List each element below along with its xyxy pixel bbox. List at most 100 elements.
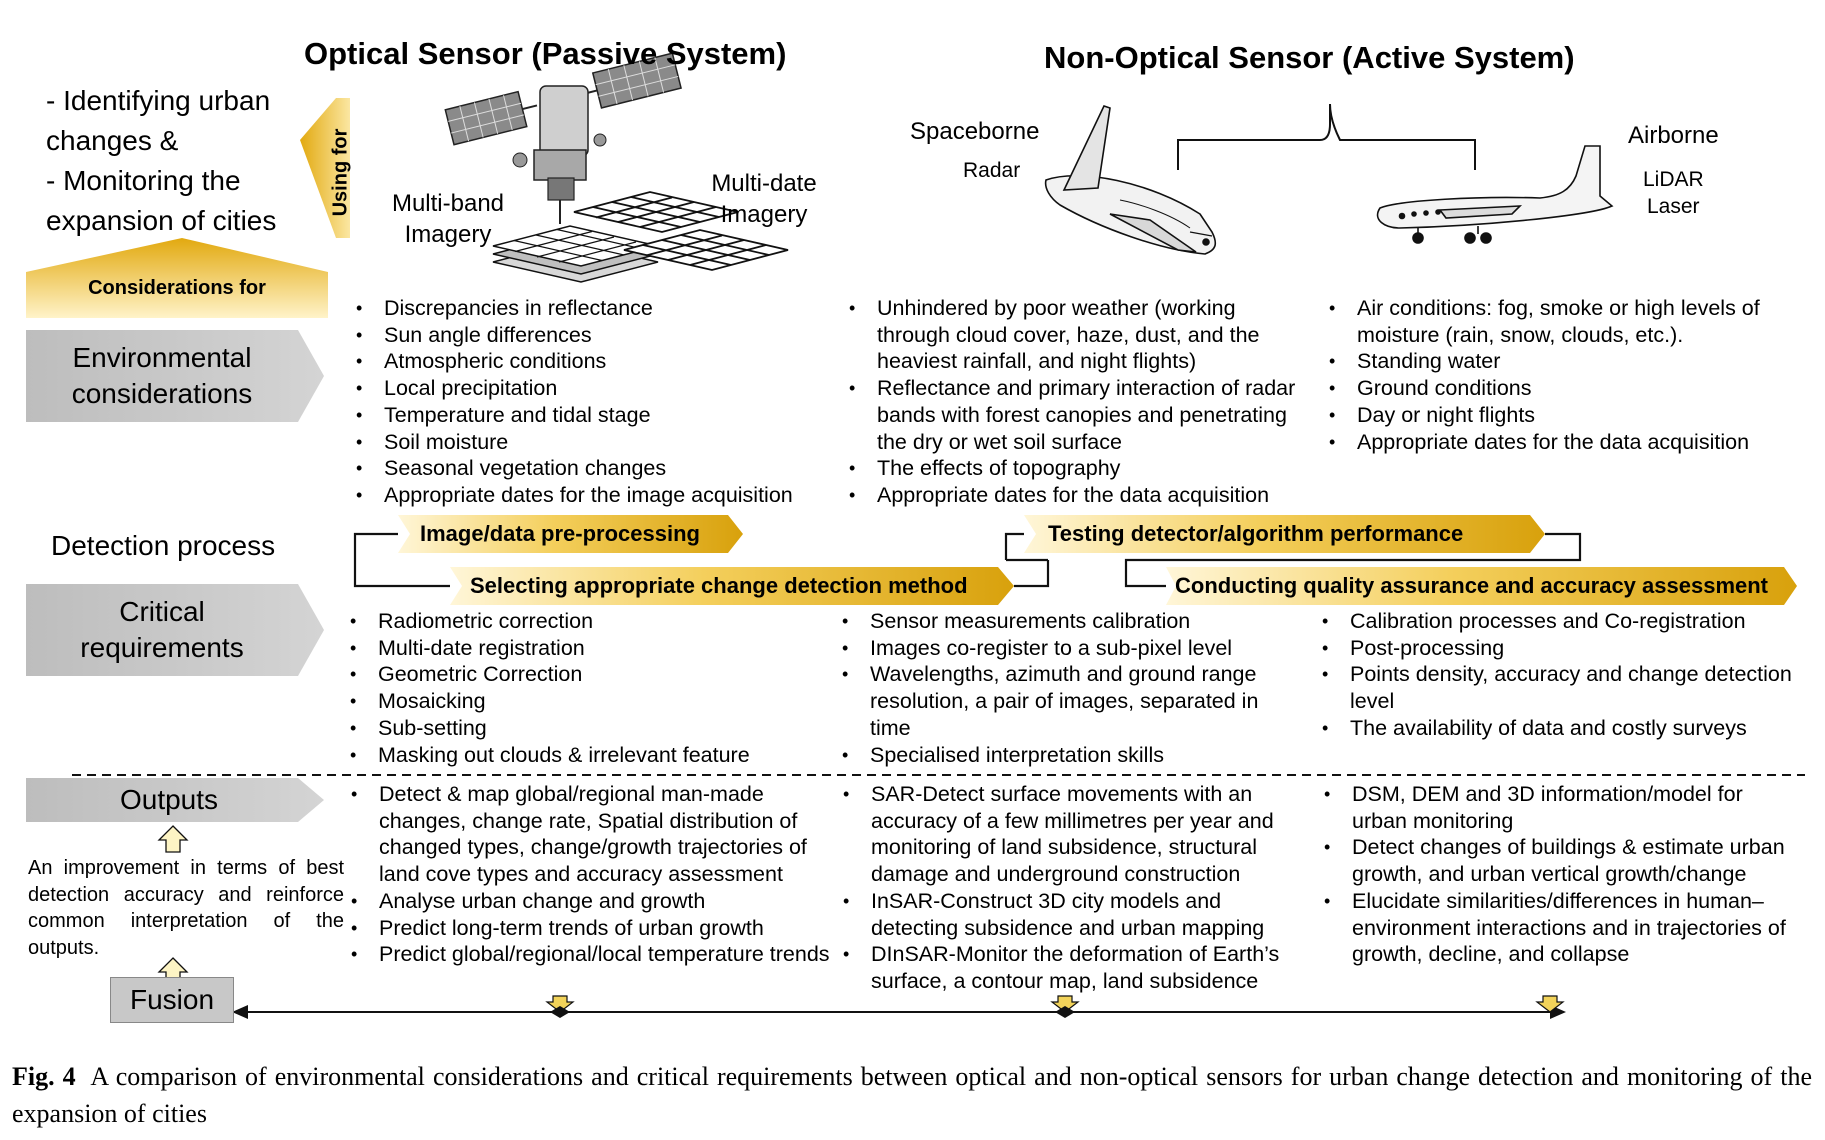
multiband-imagery-icon xyxy=(492,225,659,283)
list-item: Standing water xyxy=(1327,348,1802,375)
list-item: Predict global/regional/local temperatur… xyxy=(349,941,839,968)
outputs-radar-list: SAR-Detect surface movements with an acc… xyxy=(841,781,1311,995)
list-item: Points density, accuracy and change dete… xyxy=(1320,661,1800,714)
multidate-imagery-label: Multi-date Imagery xyxy=(696,168,832,230)
list-item: Seasonal vegetation changes xyxy=(354,455,834,482)
list-item: SAR-Detect surface movements with an acc… xyxy=(841,781,1311,888)
list-item: Detect & map global/regional man-made ch… xyxy=(349,781,839,888)
list-item: Air conditions: fog, smoke or high level… xyxy=(1327,295,1802,348)
list-item: Appropriate dates for the data acquisiti… xyxy=(847,482,1307,509)
multidate-line-1: Multi-date xyxy=(711,170,817,197)
environmental-arrow-shape xyxy=(26,330,324,422)
list-item: Radiometric correction xyxy=(348,608,828,635)
list-item: Wavelengths, azimuth and ground range re… xyxy=(840,661,1300,741)
considerations-for-label: Considerations for xyxy=(88,277,266,299)
list-item: Ground conditions xyxy=(1327,375,1802,402)
list-item: Post-processing xyxy=(1320,635,1800,662)
outputs-airborne-list: DSM, DEM and 3D information/model for ur… xyxy=(1322,781,1800,968)
step1-banner xyxy=(398,515,743,553)
using-for-label: Using for xyxy=(329,128,352,217)
spaceborne-label: Spaceborne xyxy=(910,118,1040,145)
list-item: Images co-register to a sub-pixel level xyxy=(840,635,1300,662)
radar-label: Radar xyxy=(963,159,1021,182)
airborne-label: Airborne xyxy=(1628,122,1719,149)
fusion-node-markers xyxy=(545,995,1565,1013)
list-item: DSM, DEM and 3D information/model for ur… xyxy=(1322,781,1800,834)
outputs-optical-list: Detect & map global/regional man-made ch… xyxy=(349,781,839,968)
purpose-line-3: - Monitoring the xyxy=(46,165,241,196)
list-item: Multi-date registration xyxy=(348,635,828,662)
step-change-detection-method: Selecting appropriate change detection m… xyxy=(470,573,968,598)
list-item: Discrepancies in reflectance xyxy=(354,295,834,322)
multidate-imagery-icon xyxy=(573,191,789,271)
purpose-line-2: changes & xyxy=(46,125,179,156)
purpose-text: - Identifying urban changes & - Monitori… xyxy=(46,81,276,241)
step-quality-assurance: Conducting quality assurance and accurac… xyxy=(1175,573,1769,598)
list-item: InSAR-Construct 3D city models and detec… xyxy=(841,888,1311,941)
multiband-line-1: Multi-band xyxy=(391,190,505,217)
list-item: The effects of topography xyxy=(847,455,1307,482)
list-item: Specialised interpretation skills xyxy=(840,742,1300,769)
environmental-optical-list: Discrepancies in reflectance Sun angle d… xyxy=(354,295,834,509)
critical-requirements-label: Critical requirements xyxy=(26,594,298,666)
list-item: Sensor measurements calibration xyxy=(840,608,1300,635)
environmental-airborne-list: Air conditions: fog, smoke or high level… xyxy=(1327,295,1802,455)
critical-arrow-shape xyxy=(26,584,324,676)
step3-banner xyxy=(1024,515,1545,553)
purpose-line-1: - Identifying urban xyxy=(46,85,271,116)
detection-process-label: Detection process xyxy=(51,530,276,561)
multidate-line-2: Imagery xyxy=(720,201,808,229)
environmental-line-1: Environmental xyxy=(72,342,252,373)
purpose-line-4: expansion of cities xyxy=(46,205,277,236)
list-item: Analyse urban change and growth xyxy=(349,888,839,915)
outputs-arrow-shape xyxy=(26,778,324,822)
multiband-line-2: Imagery xyxy=(404,221,492,249)
step-preprocessing: Image/data pre-processing xyxy=(420,521,700,546)
list-item: Calibration processes and Co-registratio… xyxy=(1320,608,1800,635)
list-item: Sun angle differences xyxy=(354,322,834,349)
list-item: Appropriate dates for the data acquisiti… xyxy=(1327,429,1802,456)
list-item: Mosaicking xyxy=(348,688,828,715)
considerations-for-arrow xyxy=(26,238,328,318)
list-item: Appropriate dates for the image acquisit… xyxy=(354,482,834,509)
caption-label: Fig. 4 xyxy=(12,1062,76,1091)
non-optical-sensor-header: Non-Optical Sensor (Active System) xyxy=(1044,40,1575,75)
list-item: Geometric Correction xyxy=(348,661,828,688)
list-item: Soil moisture xyxy=(354,429,834,456)
platform-brace xyxy=(1177,103,1476,170)
list-item: Elucidate similarities/differences in hu… xyxy=(1322,888,1800,968)
satellite-icon xyxy=(444,52,682,224)
list-item: Predict long-term trends of urban growth xyxy=(349,915,839,942)
caption-text: A comparison of environmental considerat… xyxy=(12,1062,1813,1128)
step-testing-performance: Testing detector/algorithm performance xyxy=(1048,521,1464,546)
improvement-note: An improvement in terms of best detectio… xyxy=(28,857,344,959)
fusion-timeline xyxy=(232,1005,1566,1019)
figure-caption: Fig. 4 A comparison of environmental con… xyxy=(12,1058,1812,1132)
list-item: DInSAR-Monitor the deformation of Earth’… xyxy=(841,941,1311,994)
list-item: Detect changes of buildings & estimate u… xyxy=(1322,834,1800,887)
aircraft-icon xyxy=(1376,145,1614,244)
outputs-label: Outputs xyxy=(119,784,219,815)
space-shuttle-icon xyxy=(1044,105,1217,255)
environmental-radar-list: Unhindered by poor weather (working thro… xyxy=(847,295,1307,509)
optical-sensor-header: Optical Sensor (Passive System) xyxy=(304,36,787,71)
list-item: Masking out clouds & irrelevant feature xyxy=(348,742,828,769)
list-item: Local precipitation xyxy=(354,375,834,402)
critical-optical-list: Radiometric correction Multi-date regist… xyxy=(348,608,828,768)
list-item: Sub-setting xyxy=(348,715,828,742)
step2-banner xyxy=(450,567,1014,605)
fusion-box: Fusion xyxy=(110,977,234,1023)
step4-banner xyxy=(1166,567,1797,605)
critical-line-1: Critical xyxy=(119,596,205,627)
list-item: Temperature and tidal stage xyxy=(354,402,834,429)
laser-label: Laser xyxy=(1647,195,1700,218)
list-item: Reflectance and primary interaction of r… xyxy=(847,375,1307,455)
lidar-label: LiDAR xyxy=(1643,168,1704,191)
list-item: Unhindered by poor weather (working thro… xyxy=(847,295,1307,375)
multiband-imagery-label: Multi-band Imagery xyxy=(380,188,516,250)
critical-airborne-list: Calibration processes and Co-registratio… xyxy=(1320,608,1800,742)
critical-line-2: requirements xyxy=(80,632,244,663)
list-item: Day or night flights xyxy=(1327,402,1802,429)
using-for-arrow xyxy=(300,98,350,238)
